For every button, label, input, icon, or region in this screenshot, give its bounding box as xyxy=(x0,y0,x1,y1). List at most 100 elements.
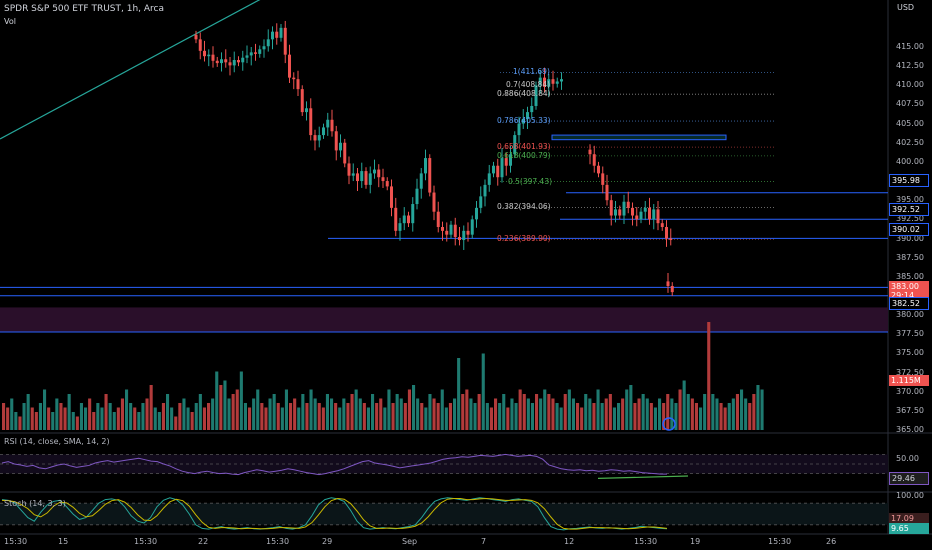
volume-bar xyxy=(108,403,112,430)
volume-bar xyxy=(485,403,489,430)
volume-bar xyxy=(137,412,141,430)
candle-body xyxy=(428,158,432,193)
candle-body xyxy=(605,184,609,201)
stoch-band xyxy=(0,503,888,525)
volume-bar xyxy=(744,398,748,430)
time-tick-label: 15:30 xyxy=(4,537,28,546)
price-tick-label: 375.00 xyxy=(896,348,924,358)
volume-bar xyxy=(219,385,223,430)
volume-bar xyxy=(530,403,534,430)
fib-level-label: 0.658(401.93) xyxy=(497,142,551,152)
fib-level-label: 0.886(408.84) xyxy=(497,89,551,99)
volume-bar xyxy=(506,407,510,430)
volume-bar xyxy=(161,403,165,430)
time-tick-label: 15:30 xyxy=(134,537,158,546)
volume-bar xyxy=(301,394,305,430)
price-tag: 390.02 xyxy=(889,223,929,236)
volume-bar xyxy=(469,398,473,430)
volume-bar xyxy=(412,385,416,430)
candle-body xyxy=(635,215,639,220)
volume-bar xyxy=(403,403,407,430)
time-tick-label: 15 xyxy=(58,537,69,546)
volume-bar xyxy=(125,389,129,430)
price-tick-label: 387.50 xyxy=(896,252,924,262)
volume-bar xyxy=(227,398,231,430)
candle-body xyxy=(326,119,330,128)
volume-bar xyxy=(625,389,629,430)
volume-bar xyxy=(588,398,592,430)
candle-body xyxy=(669,238,673,241)
volume-bar xyxy=(694,403,698,430)
volume-bar xyxy=(268,398,272,430)
volume-bar xyxy=(584,394,588,430)
candle-body xyxy=(347,163,351,176)
volume-bar xyxy=(276,403,280,430)
candle-body xyxy=(300,89,304,113)
volume-bar xyxy=(473,403,477,430)
volume-bar xyxy=(711,394,715,430)
candle-body xyxy=(470,219,474,235)
currency-label: USD xyxy=(897,3,915,12)
volume-bar xyxy=(116,407,120,430)
volume-bar xyxy=(47,407,51,430)
volume-bar xyxy=(104,394,108,430)
volume-bar xyxy=(239,371,243,430)
volume-bar xyxy=(740,389,744,430)
trendline xyxy=(0,0,261,140)
candle-body xyxy=(631,207,634,216)
volume-bar xyxy=(543,389,547,430)
candle-body xyxy=(496,165,500,178)
volume-bar xyxy=(338,407,342,430)
price-tick-label: 372.50 xyxy=(896,367,924,377)
volume-bar xyxy=(629,385,633,430)
candle-body xyxy=(351,173,355,176)
candle-body xyxy=(614,209,617,216)
candle-body xyxy=(652,209,656,220)
candle-body xyxy=(419,173,423,189)
candle-body xyxy=(258,49,262,54)
volume-bar xyxy=(198,394,202,430)
volume-bar xyxy=(727,403,731,430)
price-tick-label: 410.00 xyxy=(896,80,924,90)
candle-body xyxy=(509,154,512,166)
time-tick-label: 15:30 xyxy=(266,537,290,546)
volume-bar xyxy=(6,407,10,430)
volume-bar xyxy=(424,407,428,430)
candle-body xyxy=(356,173,359,182)
candle-body xyxy=(504,158,508,166)
volume-label: Vol xyxy=(4,17,16,26)
volume-bar xyxy=(149,385,153,430)
volume-bar xyxy=(518,389,522,430)
volume-bar xyxy=(539,398,543,430)
volume-bar xyxy=(100,407,104,430)
stoch-level-label: 100.00 xyxy=(896,491,924,500)
candle-body xyxy=(266,39,270,47)
volume-bar xyxy=(465,389,469,430)
candle-body xyxy=(364,171,368,185)
volume-bar xyxy=(375,403,379,430)
candle-body xyxy=(547,79,551,87)
candle-body xyxy=(390,186,393,208)
volume-bar xyxy=(658,398,662,430)
volume-bar xyxy=(723,407,727,430)
volume-bar xyxy=(289,403,293,430)
candle-body xyxy=(530,105,534,113)
volume-bar xyxy=(641,394,645,430)
candle-body xyxy=(449,224,453,235)
volume-bar xyxy=(350,394,354,430)
stoch-k-value-tag: 17.09 xyxy=(889,513,929,524)
candle-body xyxy=(639,211,643,220)
volume-bar xyxy=(604,398,608,430)
volume-bar xyxy=(186,407,190,430)
candle-body xyxy=(207,54,211,57)
candle-body xyxy=(339,142,342,151)
candle-body xyxy=(588,149,592,155)
volume-bar xyxy=(510,398,514,430)
volume-bar xyxy=(223,380,227,430)
volume-bar xyxy=(88,398,92,430)
stoch-d-value-tag: 9.65 xyxy=(889,523,929,534)
volume-bar xyxy=(354,389,358,430)
volume-bar xyxy=(686,394,690,430)
volume-bar xyxy=(129,403,133,430)
